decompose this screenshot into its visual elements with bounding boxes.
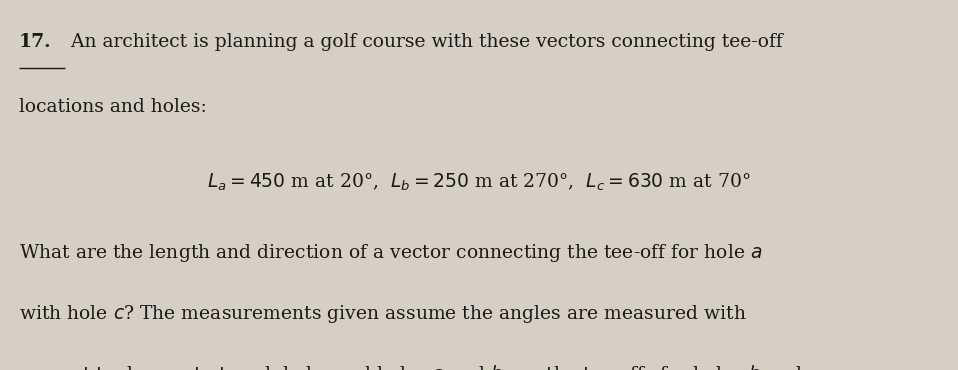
Text: What are the length and direction of a vector connecting the tee-off for hole $a: What are the length and direction of a v… <box>19 242 763 264</box>
Text: locations and holes:: locations and holes: <box>19 98 207 116</box>
Text: respect to due east at each hole, and holes $a$ and $b$ are the tee-offs for hol: respect to due east at each hole, and ho… <box>19 363 803 370</box>
Text: 17.: 17. <box>19 33 52 51</box>
Text: with hole $c$? The measurements given assume the angles are measured with: with hole $c$? The measurements given as… <box>19 303 746 324</box>
Text: $L_a = 450$ m at 20°,  $L_b = 250$ m at 270°,  $L_c = 630$ m at 70°: $L_a = 450$ m at 20°, $L_b = 250$ m at 2… <box>207 172 751 194</box>
Text: An architect is planning a golf course with these vectors connecting tee-off: An architect is planning a golf course w… <box>65 33 783 51</box>
